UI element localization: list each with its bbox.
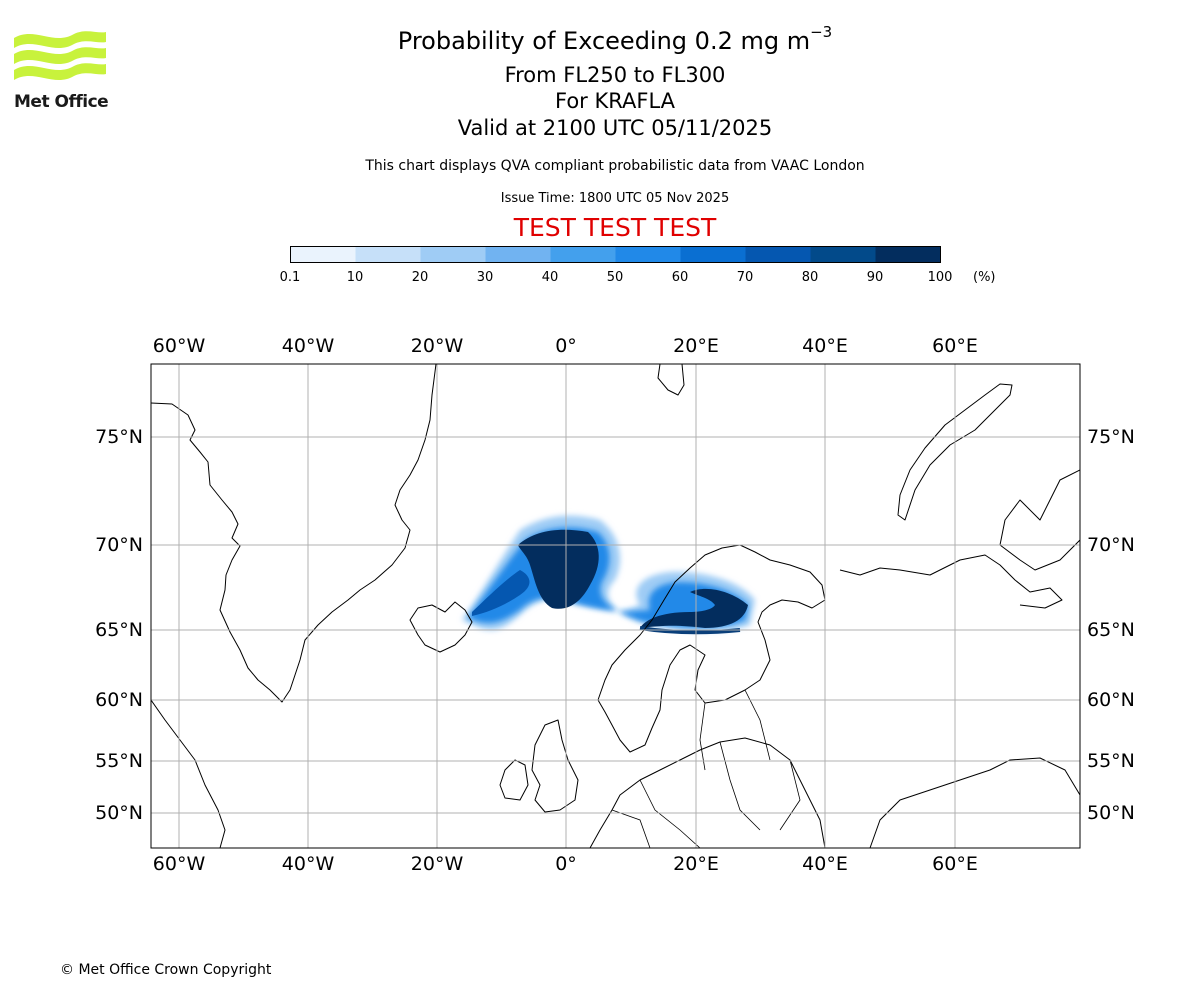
colorbar-tick: 0.1 bbox=[279, 270, 301, 285]
scandinavia-coast bbox=[597, 544, 826, 753]
graticule bbox=[151, 364, 1080, 848]
colorbar-tick: 100 bbox=[927, 270, 953, 285]
colorbar-bin bbox=[615, 246, 681, 263]
lat-label-left: 50°N bbox=[95, 802, 143, 824]
lon-label-top: 0° bbox=[555, 335, 577, 357]
colorbar-bin bbox=[420, 246, 486, 263]
title-text: Probability of Exceeding 0.2 mg m bbox=[397, 27, 811, 55]
colorbar-tick: 20 bbox=[411, 270, 429, 285]
europe-coast bbox=[589, 737, 826, 848]
map-frame bbox=[150, 363, 1081, 849]
chart-note: This chart displays QVA compliant probab… bbox=[365, 158, 865, 174]
lat-label-right: 55°N bbox=[1087, 750, 1135, 772]
lon-label-bottom: 60°W bbox=[153, 853, 206, 875]
flight-levels: From FL250 to FL300 bbox=[504, 63, 726, 87]
canada-coast bbox=[151, 699, 226, 848]
colorbar-bin bbox=[485, 246, 551, 263]
lat-label-left: 65°N bbox=[95, 619, 143, 641]
colorbar-bin bbox=[680, 246, 746, 263]
lat-label-right: 50°N bbox=[1087, 802, 1135, 824]
lon-label-bottom: 60°E bbox=[932, 853, 978, 875]
colorbar-bin bbox=[290, 246, 356, 263]
uk-coast bbox=[531, 719, 579, 813]
ash-plume bbox=[462, 515, 755, 635]
plume-tail bbox=[639, 626, 741, 635]
colorbar-bin bbox=[810, 246, 876, 263]
lon-label-top: 40°W bbox=[282, 335, 335, 357]
lon-label-bottom: 0° bbox=[555, 853, 577, 875]
greenland-coast bbox=[151, 364, 437, 703]
lon-label-bottom: 20°E bbox=[673, 853, 719, 875]
colorbar-tick: 90 bbox=[866, 270, 884, 285]
lat-label-right: 75°N bbox=[1087, 426, 1135, 448]
colorbar-bin bbox=[875, 246, 941, 263]
colorbar-tick: 80 bbox=[801, 270, 819, 285]
lon-label-bottom: 40°E bbox=[802, 853, 848, 875]
plume-core-east bbox=[640, 588, 748, 628]
lon-label-bottom: 20°W bbox=[411, 853, 464, 875]
lon-label-top: 40°E bbox=[802, 335, 848, 357]
lon-label-top: 60°E bbox=[932, 335, 978, 357]
lat-label-right: 70°N bbox=[1087, 534, 1135, 556]
russia-north-coast bbox=[839, 554, 1063, 609]
plume-core-north bbox=[518, 529, 599, 609]
title-exponent: −3 bbox=[810, 23, 833, 41]
novaya-zemlya-coast bbox=[897, 383, 1013, 521]
colorbar-bin bbox=[550, 246, 616, 263]
lat-label-left: 55°N bbox=[95, 750, 143, 772]
east-coast bbox=[999, 469, 1080, 571]
lon-label-top: 20°E bbox=[673, 335, 719, 357]
ireland-coast bbox=[499, 759, 529, 801]
colorbar-bin bbox=[355, 246, 421, 263]
colorbar-tick: 30 bbox=[476, 270, 494, 285]
lat-label-left: 60°N bbox=[95, 689, 143, 711]
colorbar-unit: (%) bbox=[973, 270, 996, 285]
chart-title: Probability of Exceeding 0.2 mg m−3 bbox=[0, 23, 1200, 55]
coastlines bbox=[151, 364, 1080, 848]
lat-label-left: 70°N bbox=[95, 534, 143, 556]
plume-arm-west bbox=[472, 570, 530, 616]
borders bbox=[611, 689, 801, 848]
met-office-waves-icon bbox=[14, 31, 106, 80]
iceland-coast bbox=[409, 601, 473, 653]
colorbar bbox=[290, 246, 941, 263]
lon-label-top: 20°W bbox=[411, 335, 464, 357]
valid-time: Valid at 2100 UTC 05/11/2025 bbox=[457, 116, 773, 140]
lat-label-right: 60°N bbox=[1087, 689, 1135, 711]
copyright: © Met Office Crown Copyright bbox=[60, 962, 272, 978]
colorbar-tick: 50 bbox=[606, 270, 624, 285]
russia-south bbox=[869, 757, 1080, 848]
test-banner: TEST TEST TEST bbox=[513, 213, 717, 242]
colorbar-tick: 60 bbox=[671, 270, 689, 285]
issue-time: Issue Time: 1800 UTC 05 Nov 2025 bbox=[500, 191, 730, 206]
colorbar-tick: 40 bbox=[541, 270, 559, 285]
lon-label-bottom: 40°W bbox=[282, 853, 335, 875]
volcano-name: For KRAFLA bbox=[555, 89, 675, 113]
colorbar-tick: 10 bbox=[346, 270, 364, 285]
colorbar-bin bbox=[745, 246, 811, 263]
lat-label-left: 75°N bbox=[95, 426, 143, 448]
lat-label-right: 65°N bbox=[1087, 619, 1135, 641]
colorbar-tick: 70 bbox=[736, 270, 754, 285]
logo-text: Met Office bbox=[14, 92, 109, 112]
lon-label-top: 60°W bbox=[153, 335, 206, 357]
svalbard-coast bbox=[657, 364, 685, 396]
